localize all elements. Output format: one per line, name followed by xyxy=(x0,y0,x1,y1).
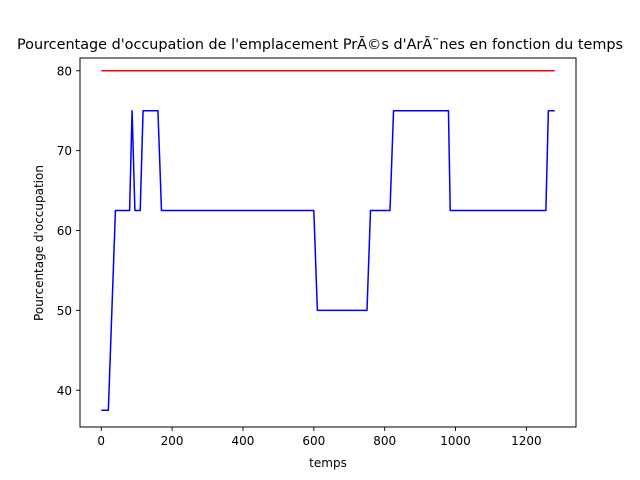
x-tick-label: 400 xyxy=(232,434,255,448)
x-axis-label: temps xyxy=(309,456,347,470)
y-tick-label: 80 xyxy=(57,64,72,78)
y-tick-label: 70 xyxy=(57,144,72,158)
x-tick-label: 1200 xyxy=(511,434,542,448)
x-tick-label: 200 xyxy=(161,434,184,448)
y-tick-label: 40 xyxy=(57,384,72,398)
chart-title: Pourcentage d'occupation de l'emplacemen… xyxy=(17,36,623,53)
x-tick-label: 1000 xyxy=(440,434,471,448)
x-tick-label: 800 xyxy=(373,434,396,448)
y-tick-label: 50 xyxy=(57,304,72,318)
y-axis-label: Pourcentage d'occupation xyxy=(32,165,46,321)
series-line-1 xyxy=(101,109,555,411)
axes-frame xyxy=(79,57,577,428)
x-axis: 0 200 400 600 800 1000 1200 xyxy=(97,427,542,448)
y-tick-label: 60 xyxy=(57,224,72,238)
y-axis: 40 50 60 70 80 xyxy=(57,64,80,398)
x-tick-label: 600 xyxy=(302,434,325,448)
x-tick-label: 0 xyxy=(97,434,105,448)
